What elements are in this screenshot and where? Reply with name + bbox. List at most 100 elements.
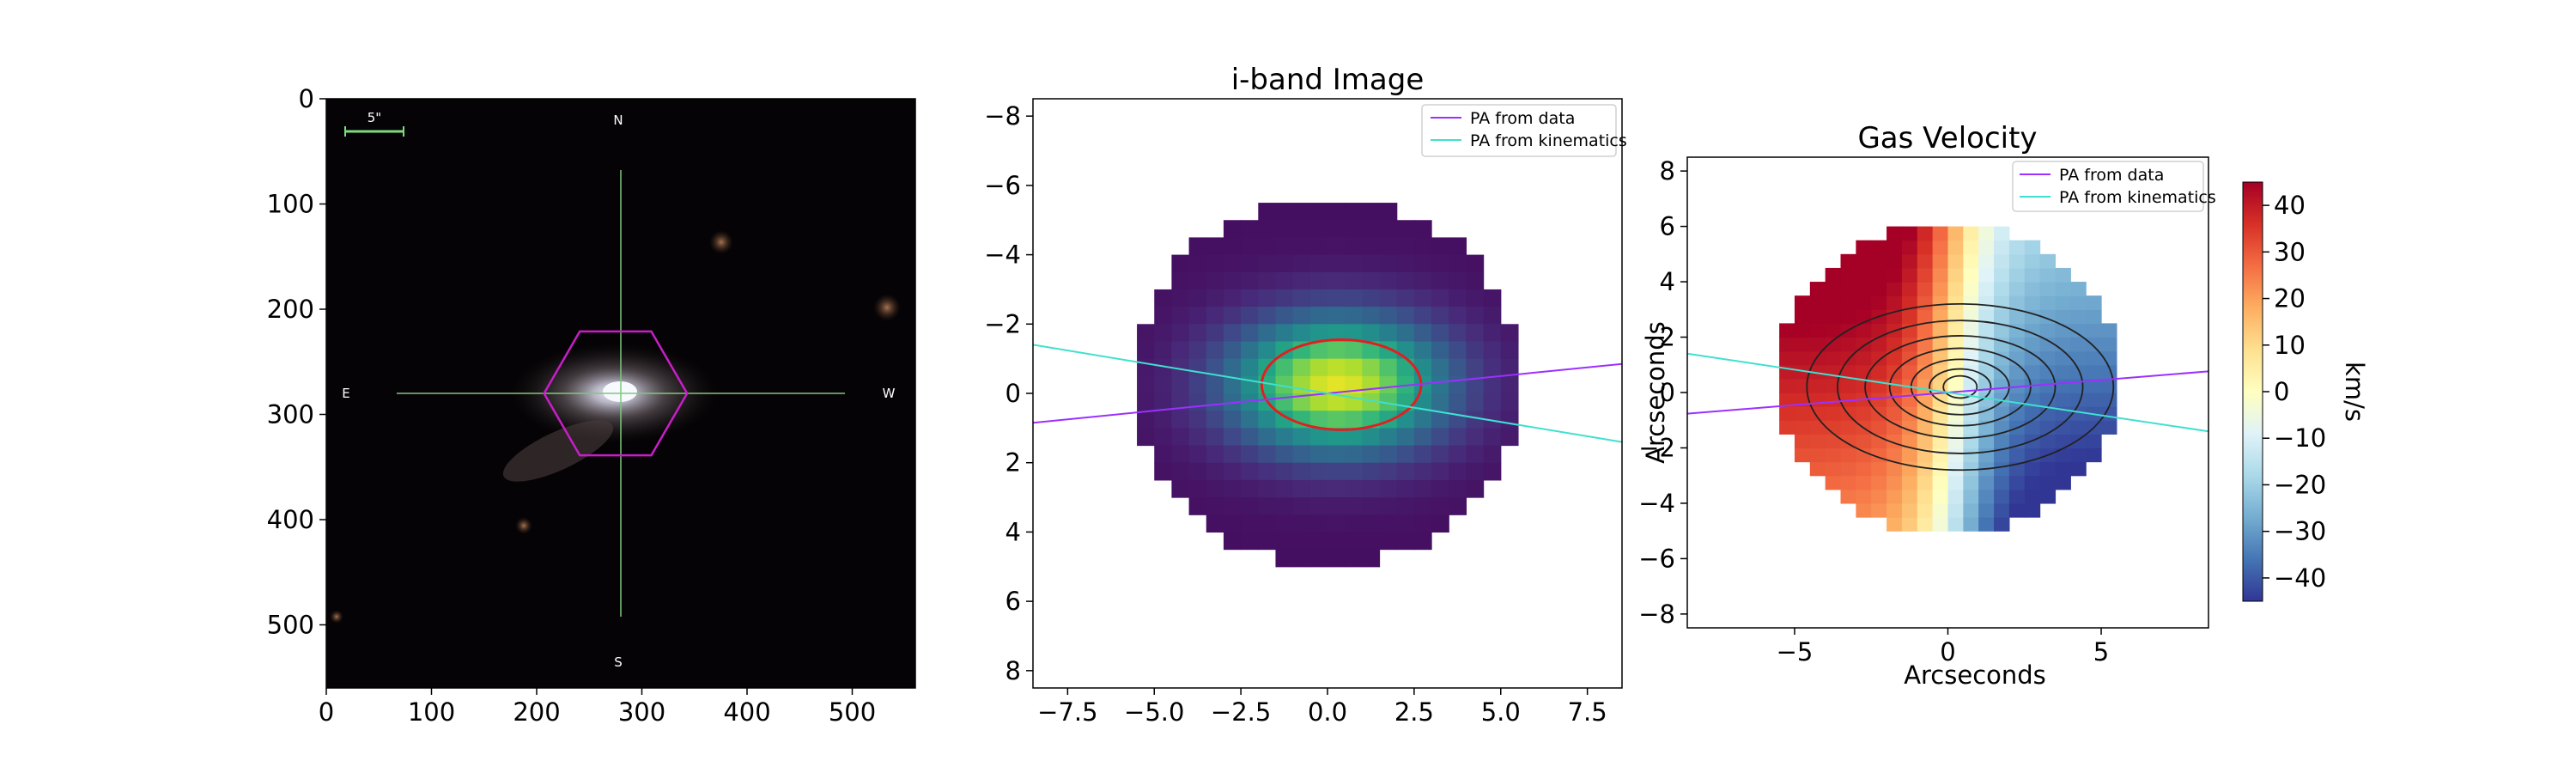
- y-tick-label: 0: [1660, 378, 1675, 407]
- iband-pixel: [1466, 479, 1485, 498]
- velocity-pixel: [2024, 502, 2041, 518]
- y-tick-label: −6: [984, 171, 1021, 200]
- iband-pixel: [1154, 428, 1173, 447]
- x-tick-label: 7.5: [1568, 697, 1607, 727]
- iband-pixel: [1449, 479, 1467, 498]
- iband-pixel: [1345, 203, 1363, 221]
- iband-pixel: [1327, 220, 1346, 239]
- velocity-pixel: [1901, 434, 1918, 449]
- iband-pixel: [1275, 428, 1294, 447]
- iband-pixel: [1483, 462, 1502, 481]
- y-tick-label: 2: [1660, 323, 1675, 352]
- iband-pixel: [1292, 479, 1311, 498]
- iband-pixel: [1171, 411, 1190, 429]
- velocity-pixel: [1840, 282, 1856, 296]
- iband-pixel: [1396, 289, 1415, 307]
- iband-pixel: [1206, 324, 1224, 343]
- velocity-pixel: [1871, 267, 1887, 283]
- x-tick-label: 5.0: [1481, 697, 1521, 727]
- iband-pixel: [1413, 445, 1432, 464]
- velocity-pixel: [1978, 393, 1995, 407]
- iband-pixel: [1258, 220, 1277, 239]
- velocity-pixel: [1825, 461, 1842, 477]
- iband-pixel: [1449, 289, 1467, 307]
- iband-pixel: [1223, 341, 1242, 360]
- iband-pixel: [1275, 549, 1294, 568]
- iband-pixel: [1309, 462, 1328, 481]
- velocity-pixel: [1978, 364, 1995, 380]
- velocity-pixel: [1947, 517, 1964, 532]
- velocity-pixel: [1856, 295, 1872, 310]
- velocity-pixel: [2024, 323, 2041, 338]
- iband-pixel: [1413, 479, 1432, 498]
- velocity-pixel: [1794, 420, 1811, 435]
- iband-pixel: [1292, 220, 1311, 239]
- velocity-pixel: [1978, 502, 1995, 518]
- iband-pixel: [1292, 462, 1311, 481]
- velocity-pixel: [1825, 420, 1842, 435]
- iband-pixel: [1275, 324, 1294, 343]
- x-tick-label: −5.0: [1124, 697, 1184, 727]
- iband-pixel: [1431, 307, 1449, 325]
- y-tick-label: 300: [267, 400, 314, 429]
- velocity-pixel: [2039, 393, 2057, 407]
- iband-pixel: [1379, 271, 1398, 290]
- iband-pixel: [1188, 393, 1207, 411]
- velocity-pixel: [1963, 517, 1979, 532]
- iband-pixel: [1327, 411, 1346, 429]
- iband-pixel: [1292, 237, 1311, 256]
- velocity-pixel: [2008, 267, 2026, 283]
- velocity-pixel: [1840, 489, 1856, 504]
- velocity-pixel: [1825, 406, 1842, 421]
- velocity-pixel: [1917, 420, 1934, 435]
- iband-pixel: [1154, 307, 1173, 325]
- iband-pixel: [1500, 428, 1519, 447]
- velocity-pixel: [1840, 447, 1856, 463]
- iband-pixel: [1275, 289, 1294, 307]
- iband-pixel: [1223, 532, 1242, 551]
- iband-pixel: [1188, 324, 1207, 343]
- iband-pixel: [1327, 549, 1346, 568]
- y-tick-label: 8: [1660, 156, 1675, 186]
- iband-pixel: [1275, 411, 1294, 429]
- velocity-pixel: [1809, 295, 1826, 310]
- iband-pixel: [1362, 358, 1381, 377]
- velocity-pixel: [2070, 420, 2087, 435]
- legend-label-pa-kinematics: PA from kinematics: [1470, 131, 1627, 150]
- velocity-pixel: [1932, 350, 1949, 366]
- iband-pixel: [1206, 271, 1224, 290]
- velocity-pixel: [1994, 434, 2010, 449]
- velocity-pixel: [2024, 406, 2041, 421]
- iband-pixel: [1327, 307, 1346, 325]
- velocity-pixel: [2086, 434, 2102, 449]
- optical-frame: [325, 98, 916, 689]
- iband-pixel: [1154, 375, 1173, 394]
- velocity-pixel: [2039, 282, 2057, 296]
- iband-pixel: [1362, 532, 1381, 551]
- velocity-pixel: [1978, 447, 1995, 463]
- iband-pixel: [1241, 324, 1259, 343]
- velocity-pixel: [1901, 240, 1918, 255]
- iband-pixel: [1241, 289, 1259, 307]
- velocity-pixel: [1871, 240, 1887, 255]
- velocity-pixel: [1917, 475, 1934, 490]
- iband-pixel: [1362, 393, 1381, 411]
- iband-pixel: [1362, 254, 1381, 273]
- iband-pixel: [1396, 271, 1415, 290]
- x-tick-label: 200: [513, 697, 560, 727]
- velocity-pixel: [1871, 489, 1887, 504]
- iband-pixel: [1137, 324, 1155, 343]
- velocity-pixel: [1994, 378, 2010, 393]
- galaxy-core: [603, 381, 637, 402]
- iband-pixel: [1345, 254, 1363, 273]
- iband-pixel: [1241, 220, 1259, 239]
- velocity-pixel: [1932, 502, 1949, 518]
- y-tick-label: 0: [1005, 379, 1021, 408]
- velocity-pixel: [1978, 309, 1995, 325]
- velocity-pixel: [1886, 282, 1903, 296]
- iband-pixel: [1379, 497, 1398, 515]
- iband-pixel: [1449, 254, 1467, 273]
- pa-kinematics-line: [1033, 344, 1622, 443]
- velocity-pixel: [1886, 350, 1903, 366]
- iband-pixel: [1362, 341, 1381, 360]
